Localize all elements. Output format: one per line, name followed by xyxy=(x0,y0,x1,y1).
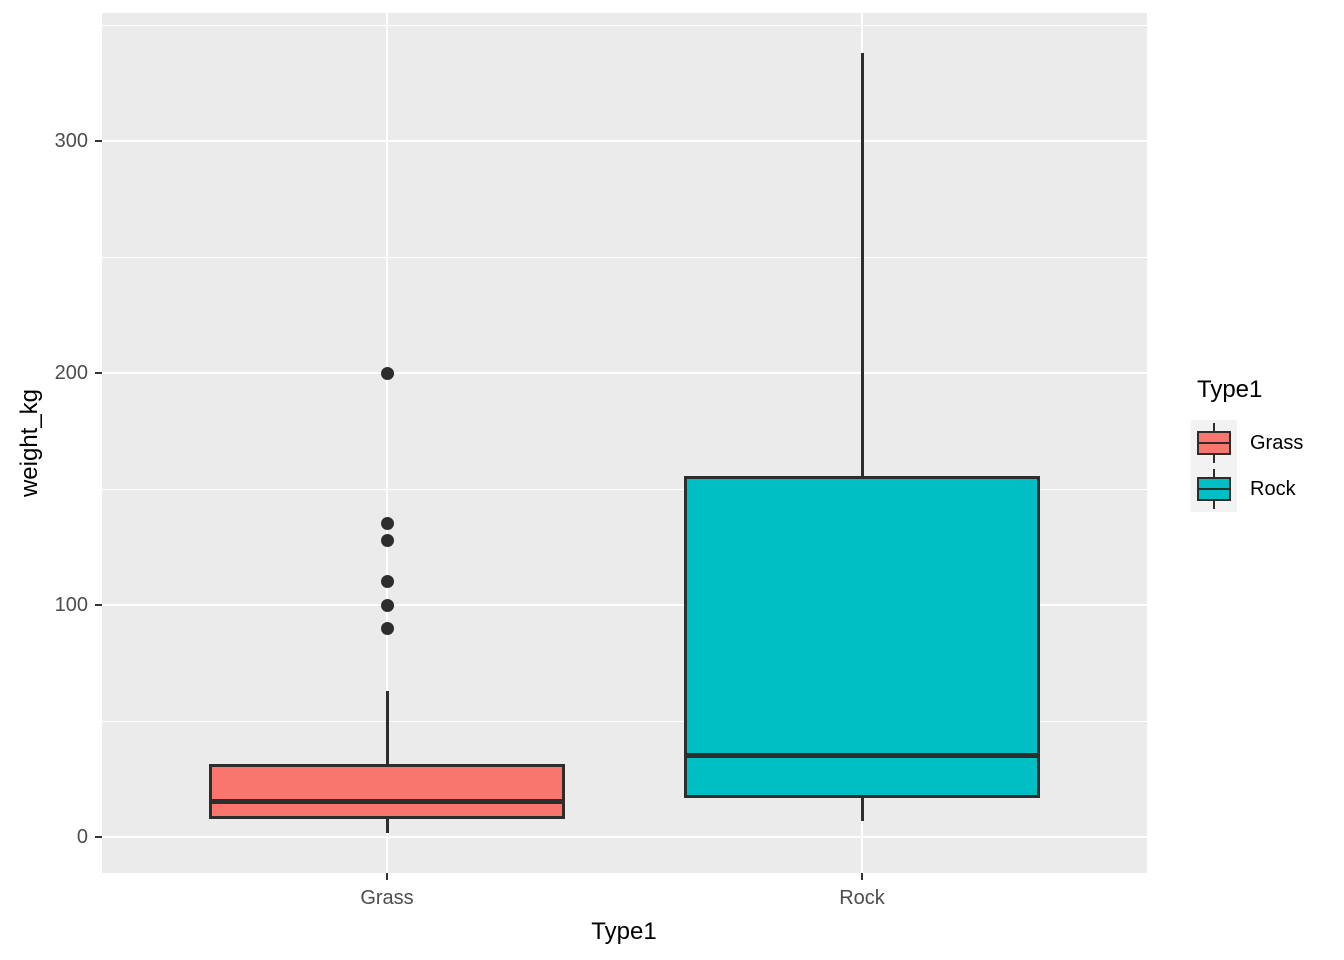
legend-glyph-median xyxy=(1197,488,1231,490)
legend-title: Type1 xyxy=(1197,376,1263,403)
minor-gridline xyxy=(102,256,1147,258)
outlier-point xyxy=(380,575,394,589)
x-tick-label: Grass xyxy=(360,887,414,909)
outlier-point xyxy=(380,366,394,380)
major-gridline xyxy=(102,836,1147,838)
lower-whisker xyxy=(860,798,864,821)
y-tick-mark xyxy=(95,836,102,838)
category-gridline xyxy=(386,13,388,873)
x-axis-title: Type1 xyxy=(591,918,657,945)
minor-gridline xyxy=(102,24,1147,26)
upper-whisker xyxy=(860,52,864,477)
legend-glyph-median xyxy=(1197,442,1231,444)
major-gridline xyxy=(102,140,1147,142)
box-grass xyxy=(209,763,565,819)
y-tick-label: 200 xyxy=(54,362,88,384)
y-tick-mark xyxy=(95,372,102,374)
legend-label: Grass xyxy=(1250,432,1304,454)
outlier-point xyxy=(380,533,394,547)
y-tick-label: 300 xyxy=(54,130,88,152)
y-tick-label: 0 xyxy=(76,826,88,848)
plot-panel xyxy=(102,13,1147,873)
x-tick-mark xyxy=(386,873,388,880)
box-rock xyxy=(684,476,1040,799)
x-tick-label: Rock xyxy=(839,887,885,909)
major-gridline xyxy=(102,372,1147,374)
outlier-point xyxy=(380,598,394,612)
outlier-point xyxy=(380,517,394,531)
legend-label: Rock xyxy=(1250,478,1296,500)
outlier-point xyxy=(380,621,394,635)
major-gridline xyxy=(102,604,1147,606)
y-tick-mark xyxy=(95,604,102,606)
median-line xyxy=(684,753,1040,759)
minor-gridline xyxy=(102,720,1147,722)
y-tick-label: 100 xyxy=(54,594,88,616)
upper-whisker xyxy=(385,690,389,764)
median-line xyxy=(209,798,565,804)
minor-gridline xyxy=(102,488,1147,490)
lower-whisker xyxy=(385,818,389,833)
y-axis-title: weight_kg xyxy=(16,388,43,498)
y-tick-mark xyxy=(95,140,102,142)
x-tick-mark xyxy=(861,873,863,880)
